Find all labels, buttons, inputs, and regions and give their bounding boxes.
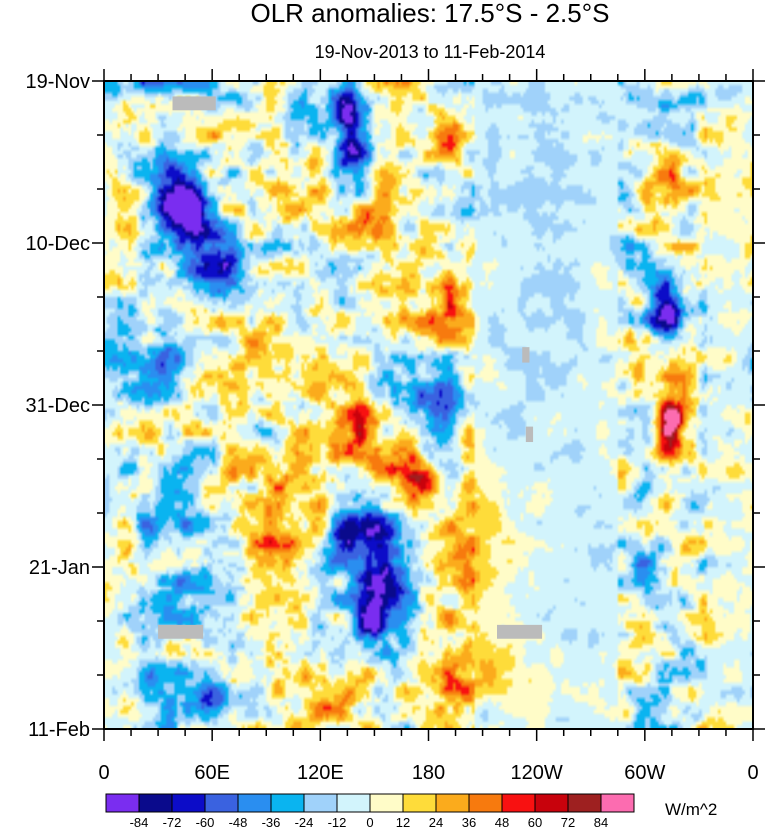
colorbar-level-label: 0 <box>366 815 373 830</box>
y-tick-label: 21-Jan <box>29 557 90 579</box>
colorbar-level-label: -48 <box>229 815 248 830</box>
y-axis: 19-Nov 10-Dec 31-Dec 21-Jan 11-Feb <box>26 71 765 741</box>
missing-data-block <box>158 624 204 639</box>
colorbar-swatch <box>402 793 437 813</box>
x-axis: 0 60E 120E 180 120W 60W 0 <box>98 69 759 784</box>
colorbar-level-label: 84 <box>594 815 608 830</box>
colorbar-level-label: 12 <box>396 815 410 830</box>
colorbar-level-label: 72 <box>561 815 575 830</box>
missing-data-block <box>497 624 543 639</box>
colorbar-level-label: 48 <box>495 815 509 830</box>
colorbar-swatch <box>204 793 239 813</box>
colorbar-swatch <box>534 793 569 813</box>
colorbar-level-label: -24 <box>295 815 314 830</box>
colorbar-swatch <box>468 793 503 813</box>
x-tick-label: 60W <box>624 762 665 784</box>
chart-subtitle: 19-Nov-2013 to 11-Feb-2014 <box>315 42 546 62</box>
missing-data-layer <box>158 96 543 639</box>
x-tick-label: 60E <box>194 762 230 784</box>
colorbar-swatch <box>138 793 173 813</box>
colorbar-level-label: -84 <box>130 815 149 830</box>
y-tick-label: 10-Dec <box>26 233 90 255</box>
olr-anomaly-field <box>104 81 753 729</box>
units-label: W/m^2 <box>665 800 717 819</box>
colorbar-swatch <box>369 793 404 813</box>
missing-data-block <box>525 426 534 443</box>
y-tick-label: 31-Dec <box>26 395 90 417</box>
colorbar-level-label: -36 <box>262 815 281 830</box>
missing-data-block <box>522 347 530 363</box>
colorbar-level-label: -12 <box>328 815 347 830</box>
x-tick-label: 120E <box>297 762 344 784</box>
colorbar-swatch <box>171 793 206 813</box>
colorbar-level-label: -60 <box>196 815 215 830</box>
colorbar-level-label: 36 <box>462 815 476 830</box>
missing-data-block <box>172 96 216 111</box>
colorbar-swatch <box>567 793 602 813</box>
colorbar-swatch <box>270 793 305 813</box>
plot-area <box>103 80 754 730</box>
colorbar-swatch <box>600 793 635 813</box>
x-tick-label: 180 <box>412 762 445 784</box>
colorbar-swatch <box>105 793 140 813</box>
x-tick-label: 120W <box>511 762 563 784</box>
colorbar: -84 -72 -60 -48 -36 -24 -12 0 12 24 36 48 60 72 84 <box>105 793 635 830</box>
y-tick-label: 19-Nov <box>26 71 90 93</box>
y-tick-label: 11-Feb <box>28 719 90 741</box>
colorbar-swatch <box>237 793 272 813</box>
colorbar-level-label: -72 <box>163 815 182 830</box>
x-tick-label: 0 <box>98 762 109 784</box>
colorbar-level-label: 24 <box>429 815 443 830</box>
chart-title: OLR anomalies: 17.5°S - 2.5°S <box>251 0 610 28</box>
x-tick-label: 0 <box>747 762 758 784</box>
colorbar-level-label: 60 <box>528 815 542 830</box>
colorbar-swatch <box>435 793 470 813</box>
colorbar-swatch <box>303 793 338 813</box>
colorbar-swatch <box>336 793 371 813</box>
colorbar-swatch <box>501 793 536 813</box>
